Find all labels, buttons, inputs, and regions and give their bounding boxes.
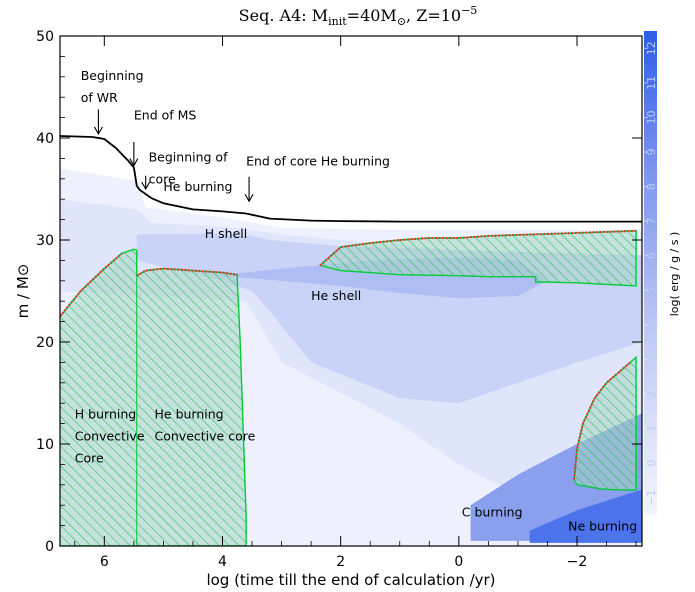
x-tick-label: 2	[336, 554, 345, 570]
annotation-line: End of MS	[134, 108, 197, 123]
annotation-1: Beginning of WR	[81, 68, 144, 105]
convective-zone-boundary-1	[60, 252, 123, 318]
colorbar-tick-label: 6	[645, 252, 658, 259]
colorbar-tick-label: 11	[645, 76, 658, 90]
colorbar-tick-label: 12	[645, 41, 658, 55]
annotation-line: He burning	[163, 179, 232, 194]
annotation-7: He shell	[311, 288, 361, 303]
annotation-6: H shell	[205, 226, 247, 241]
plot-frame	[59, 35, 643, 547]
colorbar-tick-label: −1	[645, 490, 658, 506]
annotation-arrowhead	[141, 181, 151, 191]
x-axis-label: log (time till the end of calculation /y…	[206, 571, 495, 589]
chart-title: Seq. A4: Minit=40M⊙, Z=10−5	[239, 4, 478, 28]
annotation-line: H burning	[75, 407, 136, 422]
colorbar-tick-label: 5	[645, 287, 658, 294]
annotation-line: Convective	[75, 428, 145, 443]
colorbar-tick-label: 0	[645, 460, 658, 467]
annotation-3: Beginning of core	[149, 150, 228, 187]
energy-region-6	[529, 489, 642, 543]
annotation-arrowhead	[93, 126, 103, 136]
convective-zone-boundary-3	[319, 229, 637, 267]
convective-zones	[60, 229, 637, 546]
annotation-line: core	[149, 171, 176, 186]
convective-zone-boundary-2	[136, 267, 238, 277]
convective-zone-boundary-4	[573, 361, 631, 480]
y-tick-label: 40	[36, 131, 54, 147]
annotation-2: End of MS	[134, 108, 197, 123]
y-tick-label: 0	[45, 539, 54, 555]
surface-mass-line	[60, 135, 642, 223]
annotation-line: Convective core	[155, 428, 256, 443]
convective-zone-edge-4	[573, 355, 637, 491]
annotation-line: of WR	[81, 90, 118, 105]
y-tick-label: 50	[36, 29, 54, 45]
convective-zone-hatch-3	[320, 230, 637, 286]
colorbar-tick-label: 9	[645, 149, 658, 156]
colorbar	[644, 31, 657, 515]
annotation-arrowhead	[129, 158, 139, 167]
x-tick-label: 6	[100, 554, 109, 570]
y-tick-label: 30	[36, 233, 54, 249]
convective-zone-hatch-4	[574, 357, 637, 490]
y-tick-label: 10	[36, 437, 54, 453]
annotation-line: End of core He burning	[246, 154, 390, 169]
colorbar-tick-label: 2	[645, 391, 658, 398]
annotation-line: Beginning of	[149, 150, 228, 165]
convective-zone-hatch-1	[60, 249, 137, 546]
annotation-4: He burning	[163, 179, 232, 194]
colorbar-tick-label: 7	[645, 218, 658, 225]
annotation-8: H burning Convective Core	[75, 407, 145, 466]
colorbar-tick-label: 10	[645, 110, 658, 124]
x-tick-label: −2	[567, 554, 588, 570]
annotation-9: He burning Convective core	[155, 407, 256, 444]
annotation-line: He burning	[155, 407, 224, 422]
annotation-line: Beginning	[81, 68, 144, 83]
colorbar-label: log( erg / g / s )	[668, 232, 681, 317]
y-tick-label: 20	[36, 335, 54, 351]
colorbar-tick-label: 4	[645, 321, 658, 328]
annotation-line: He shell	[311, 288, 361, 303]
annotation-10: C burning	[462, 504, 523, 519]
x-tick-label: 4	[218, 554, 227, 570]
y-axis-label: m / M⊙	[14, 264, 32, 319]
convective-zone-hatch-2	[136, 268, 247, 546]
colorbar-tick-label: 8	[645, 183, 658, 190]
annotation-line: C burning	[462, 504, 523, 519]
annotation-line: Core	[75, 450, 104, 465]
x-tick-label: 0	[454, 554, 463, 570]
annotation-line: H shell	[205, 226, 247, 241]
annotation-5: End of core He burning	[246, 154, 390, 169]
annotation-11: Ne burning	[568, 519, 637, 534]
annotation-arrowhead	[244, 193, 254, 203]
colorbar-tick-label: 1	[645, 425, 658, 432]
annotation-line: Ne burning	[568, 519, 637, 534]
colorbar-tick-label: 3	[645, 356, 658, 363]
